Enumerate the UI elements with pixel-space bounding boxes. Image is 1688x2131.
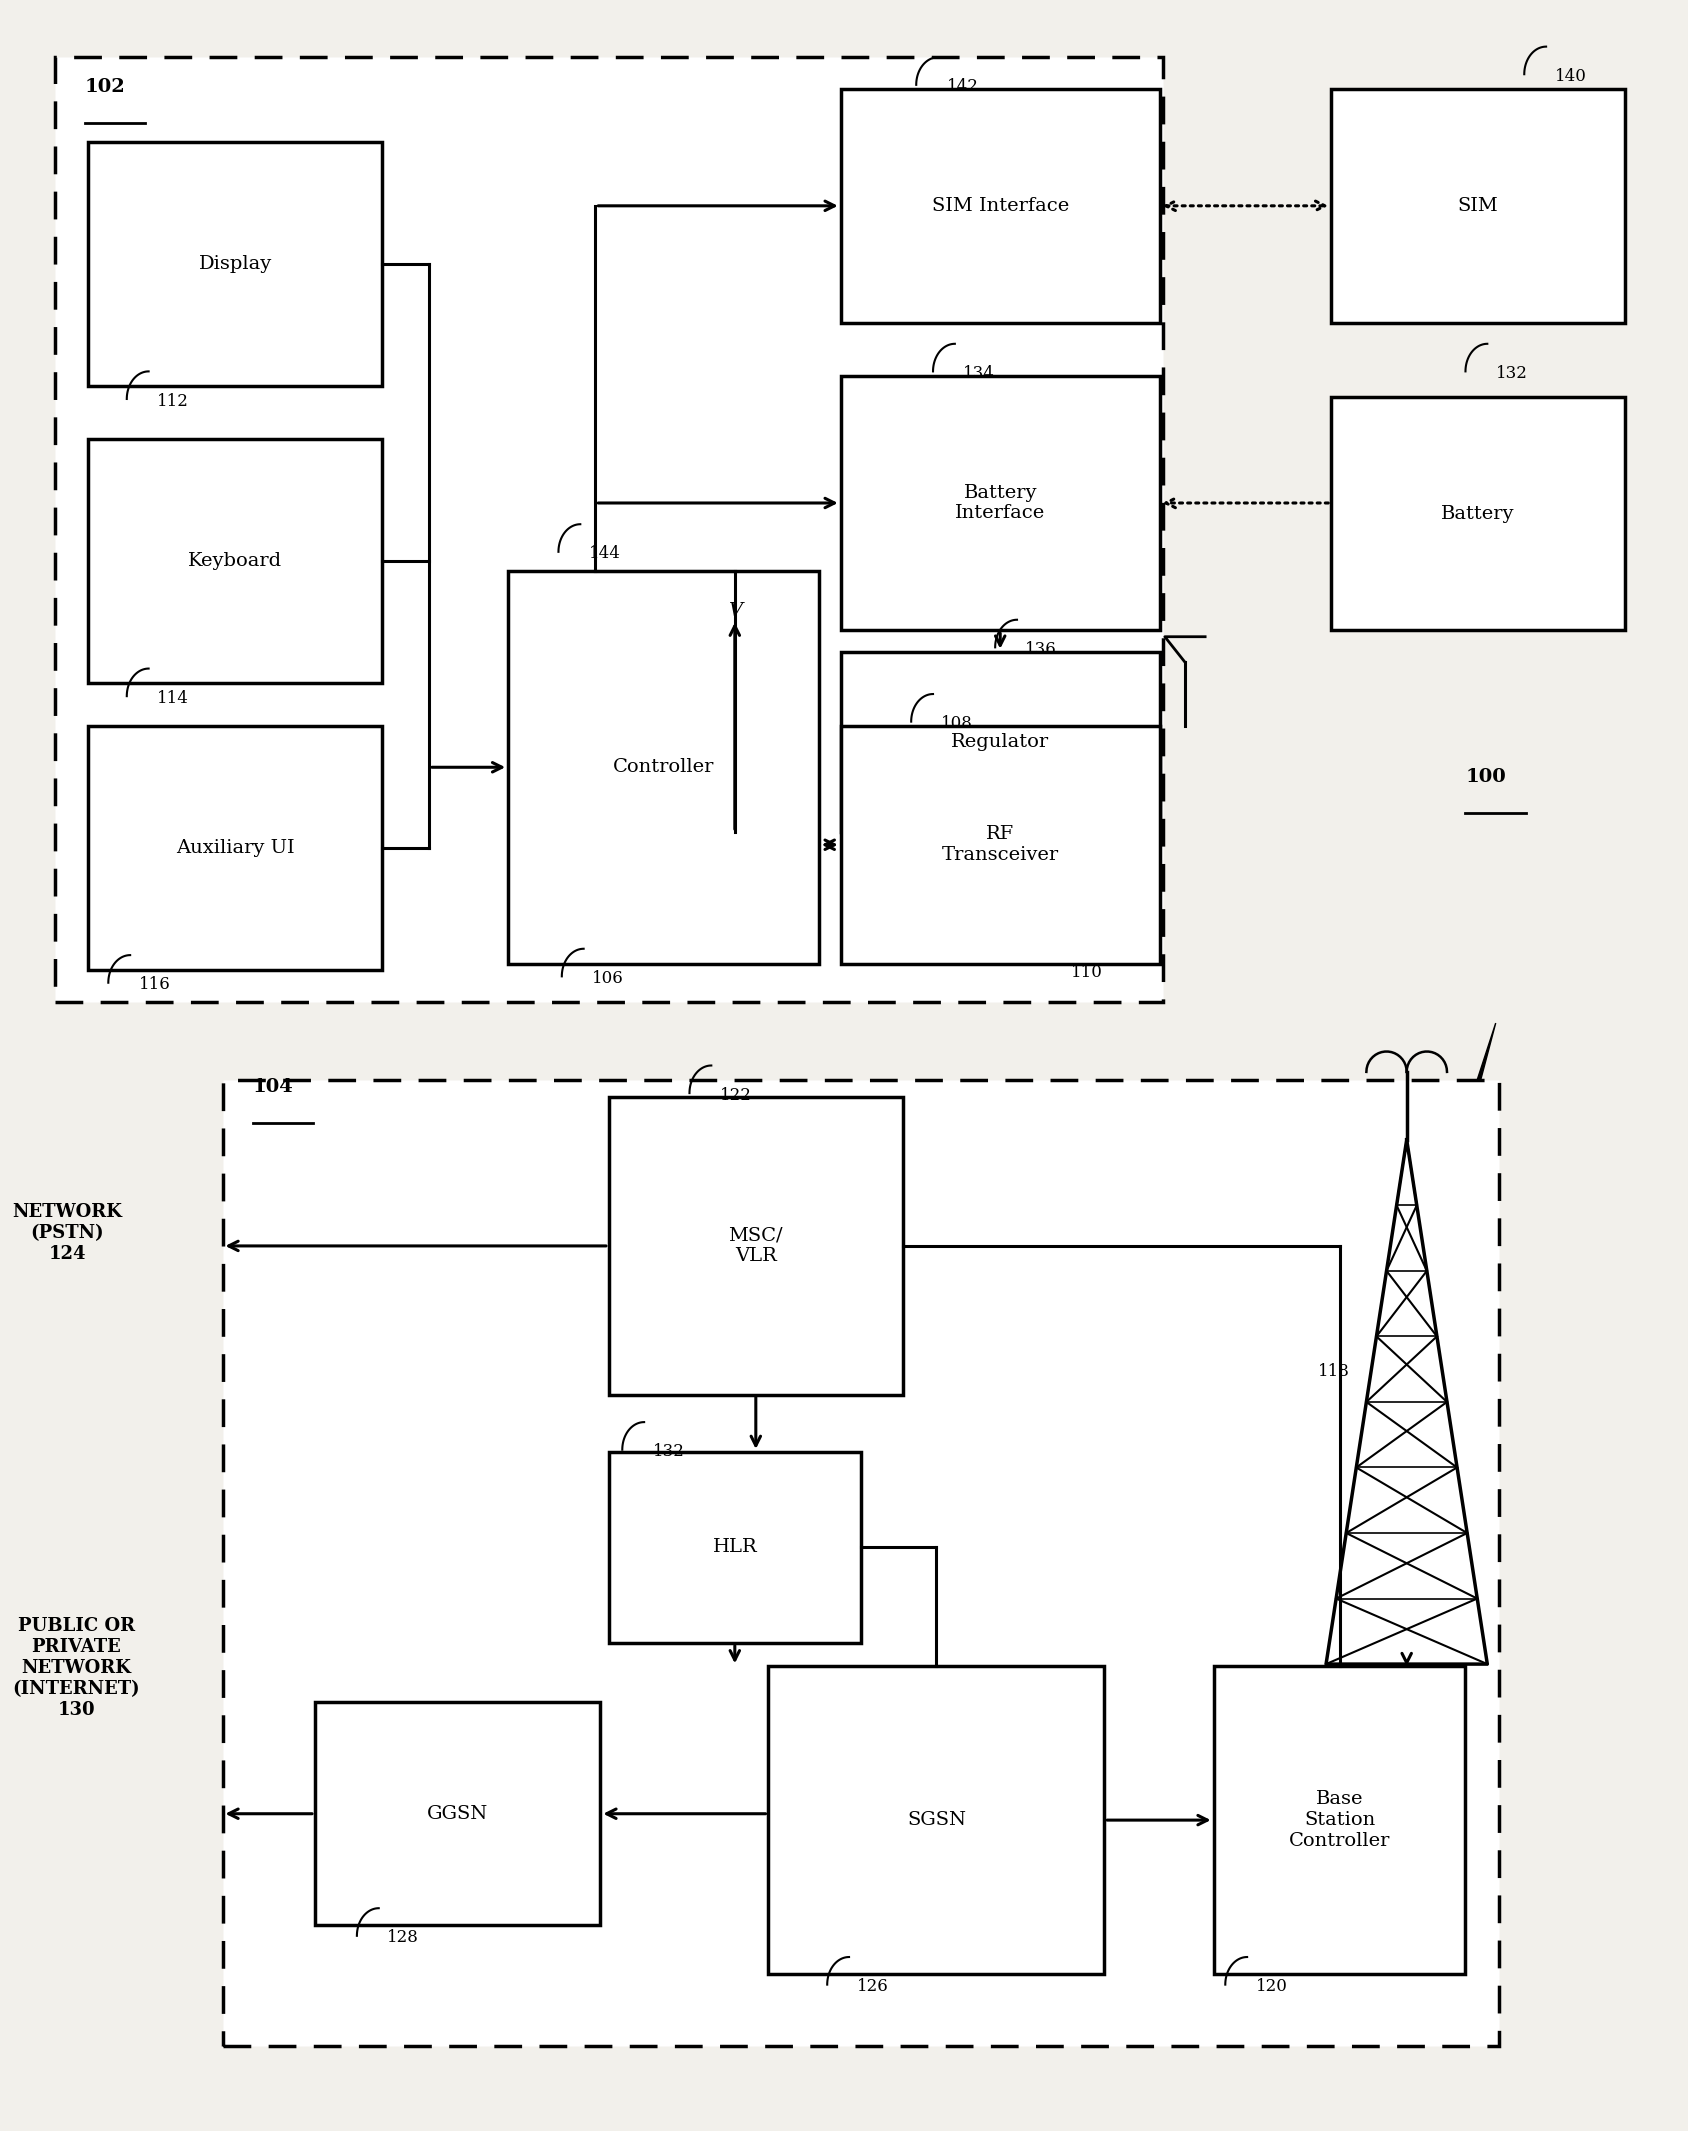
Text: 110: 110 [1070,963,1102,980]
Text: 118: 118 [1318,1362,1349,1379]
Text: 102: 102 [84,79,125,96]
Text: 116: 116 [138,976,170,993]
Text: Battery
Interface: Battery Interface [955,484,1045,522]
Text: MSC/
VLR: MSC/ VLR [729,1227,783,1266]
Text: Battery: Battery [1442,505,1514,522]
Text: 106: 106 [592,970,625,987]
Text: 100: 100 [1465,769,1506,786]
Text: 104: 104 [253,1078,294,1095]
Text: 108: 108 [942,716,974,733]
Bar [841,375,1160,631]
Bar [508,571,819,963]
Text: PUBLIC OR
PRIVATE
NETWORK
(INTERNET)
130: PUBLIC OR PRIVATE NETWORK (INTERNET) 130 [12,1617,140,1718]
Text: 112: 112 [157,392,189,409]
Text: NETWORK
(PSTN)
124: NETWORK (PSTN) 124 [12,1204,123,1264]
Text: SIM: SIM [1458,196,1499,215]
Text: Auxiliary UI: Auxiliary UI [176,840,294,857]
Text: 136: 136 [1025,641,1057,658]
Text: SIM Interface: SIM Interface [932,196,1069,215]
Bar [841,727,1160,963]
Text: Regulator: Regulator [950,733,1050,750]
Text: Controller: Controller [613,759,714,776]
Bar [768,1666,1104,1973]
Bar [1332,396,1626,631]
Bar [841,90,1160,322]
Bar [316,1703,601,1924]
Bar [88,727,381,970]
Bar [609,1097,903,1394]
Text: 114: 114 [157,690,189,707]
Text: Display: Display [199,256,272,273]
Polygon shape [1428,1023,1496,1321]
Text: 132: 132 [1496,364,1528,381]
Bar [223,1080,1499,2046]
Text: 120: 120 [1256,1978,1288,1995]
Bar [609,1451,861,1643]
Text: 126: 126 [858,1978,890,1995]
Text: SGSN: SGSN [906,1811,966,1828]
Text: GGSN: GGSN [427,1805,488,1822]
Text: 142: 142 [947,79,979,96]
Text: 140: 140 [1555,68,1587,85]
Text: 128: 128 [387,1929,419,1946]
Bar [88,143,381,386]
Text: HLR: HLR [712,1539,758,1556]
Text: 134: 134 [964,364,996,381]
Bar [88,439,381,684]
Text: Base
Station
Controller: Base Station Controller [1290,1790,1391,1850]
Text: Keyboard: Keyboard [187,552,282,571]
Text: 144: 144 [589,546,621,563]
Bar [1332,90,1626,322]
Text: 132: 132 [653,1443,684,1460]
Text: V: V [728,601,743,620]
Bar [1214,1666,1465,1973]
Bar [841,652,1160,831]
Bar [54,58,1163,1002]
Text: RF
Transceiver: RF Transceiver [942,825,1058,865]
Text: 122: 122 [719,1087,751,1104]
